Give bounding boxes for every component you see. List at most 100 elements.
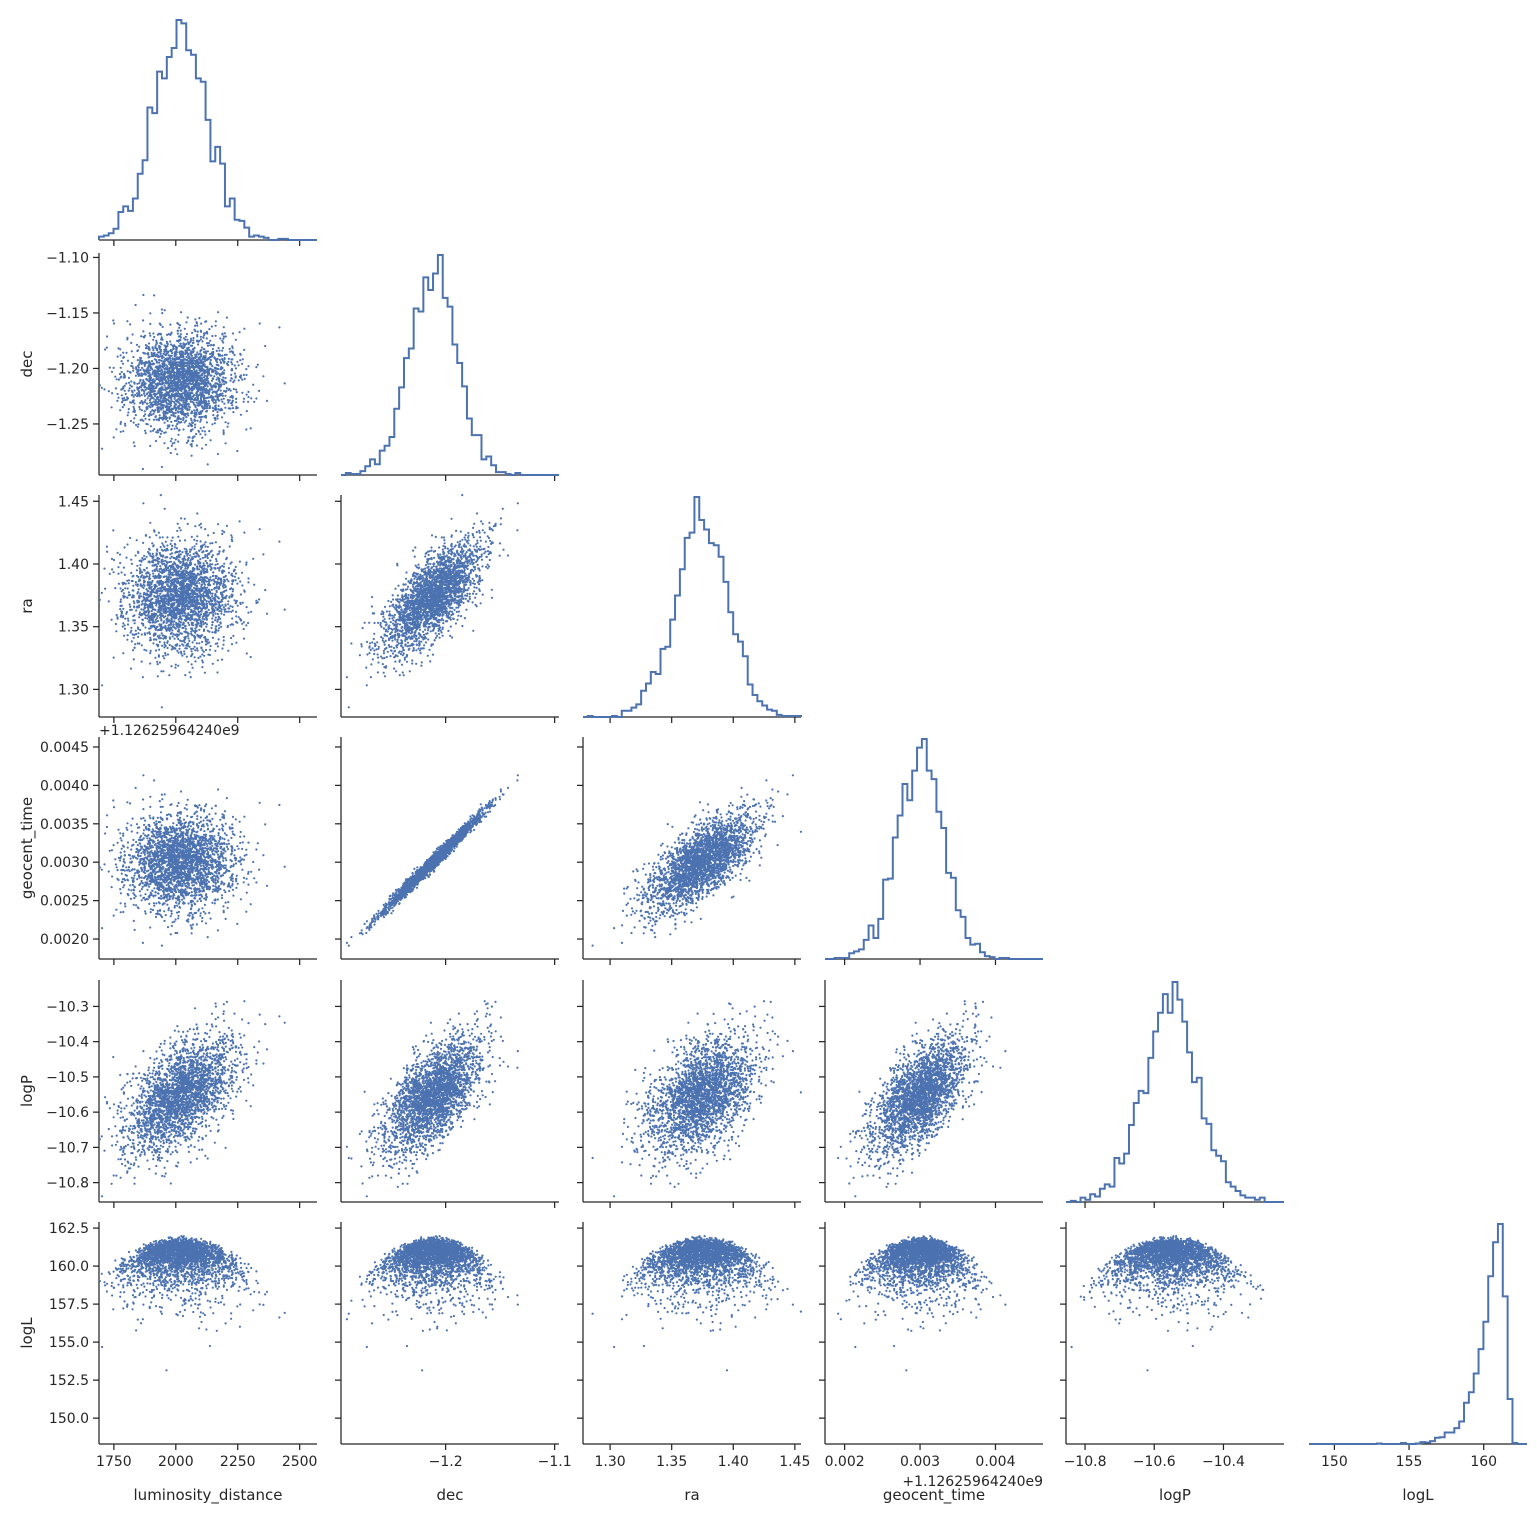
- scatter-point: [177, 357, 179, 359]
- scatter-point: [162, 603, 164, 605]
- scatter-point: [99, 599, 101, 601]
- scatter-point: [222, 551, 224, 553]
- scatter-point: [152, 349, 154, 351]
- scatter-point: [218, 569, 220, 571]
- scatter-point: [206, 611, 208, 613]
- scatter-point: [177, 330, 179, 332]
- scatter-point: [206, 550, 208, 552]
- scatter-point: [194, 356, 196, 358]
- scatter-point: [190, 353, 192, 355]
- scatter-point: [144, 604, 146, 606]
- scatter-point: [141, 633, 143, 635]
- scatter-point: [123, 635, 125, 637]
- scatter-point: [174, 377, 176, 379]
- scatter-point: [120, 431, 122, 433]
- scatter-point: [131, 596, 133, 598]
- scatter-point: [192, 593, 194, 595]
- scatter-point: [191, 401, 193, 403]
- scatter-point: [127, 587, 129, 589]
- scatter-point: [199, 656, 201, 658]
- scatter-point: [192, 373, 194, 375]
- scatter-point: [146, 632, 148, 634]
- scatter-point: [154, 416, 156, 418]
- scatter-point: [194, 435, 196, 437]
- scatter-point: [193, 587, 195, 589]
- scatter-point: [214, 619, 216, 621]
- scatter-point: [183, 597, 185, 599]
- scatter-point: [166, 598, 168, 600]
- y-tick-label: −1.10: [46, 250, 89, 266]
- scatter-point: [141, 644, 143, 646]
- scatter-point: [193, 367, 195, 369]
- scatter-point: [170, 343, 172, 345]
- scatter-point: [196, 535, 198, 537]
- scatter-point: [156, 400, 158, 402]
- scatter-point: [152, 553, 154, 555]
- scatter-point: [210, 645, 212, 647]
- scatter-point: [178, 631, 180, 633]
- scatter-point: [197, 580, 199, 582]
- scatter-point: [141, 409, 143, 411]
- scatter-point: [231, 358, 233, 360]
- scatter-point: [185, 416, 187, 418]
- scatter-point: [204, 392, 206, 394]
- scatter-point: [215, 626, 217, 628]
- scatter-point: [183, 379, 185, 381]
- scatter-point: [190, 371, 192, 373]
- scatter-point: [171, 629, 173, 631]
- scatter-point: [222, 395, 224, 397]
- scatter-point: [170, 440, 172, 442]
- scatter-point: [200, 573, 202, 575]
- scatter-point: [175, 425, 177, 427]
- scatter-point: [144, 371, 146, 373]
- scatter-point: [164, 359, 166, 361]
- scatter-point: [170, 421, 172, 423]
- scatter-point: [135, 424, 137, 426]
- scatter-point: [236, 391, 238, 393]
- scatter-point: [143, 649, 145, 651]
- scatter-point: [133, 402, 135, 404]
- scatter-point: [170, 428, 172, 430]
- scatter-point: [200, 621, 202, 623]
- scatter-point: [202, 621, 204, 623]
- scatter-point: [152, 573, 154, 575]
- scatter-point: [164, 382, 166, 384]
- scatter-point: [219, 546, 221, 548]
- scatter-point: [203, 582, 205, 584]
- scatter-point: [125, 613, 127, 615]
- scatter-point: [206, 600, 208, 602]
- scatter-point: [217, 613, 219, 615]
- scatter-point: [163, 657, 165, 659]
- scatter-point: [221, 659, 223, 661]
- scatter-point: [204, 434, 206, 436]
- scatter-point: [224, 611, 226, 613]
- scatter-point: [143, 381, 145, 383]
- scatter-point: [196, 366, 198, 368]
- scatter-point: [120, 601, 122, 603]
- scatter-point: [216, 361, 218, 363]
- scatter-point: [179, 581, 181, 583]
- scatter-point: [193, 573, 195, 575]
- scatter-point: [191, 345, 193, 347]
- scatter-point: [218, 377, 220, 379]
- scatter-point: [207, 546, 209, 548]
- scatter-point: [189, 554, 191, 556]
- scatter-point: [139, 564, 141, 566]
- scatter-point: [178, 594, 180, 596]
- scatter-point: [228, 567, 230, 569]
- scatter-point: [213, 580, 215, 582]
- scatter-point: [101, 684, 103, 686]
- scatter-point: [210, 388, 212, 390]
- scatter-point: [243, 628, 245, 630]
- scatter-point: [160, 355, 162, 357]
- scatter-point: [239, 602, 241, 604]
- scatter-point: [140, 583, 142, 585]
- scatter-point: [232, 411, 234, 413]
- scatter-point: [223, 606, 225, 608]
- scatter-point: [206, 371, 208, 373]
- scatter-point: [126, 338, 128, 340]
- scatter-point: [221, 571, 223, 573]
- scatter-point: [211, 624, 213, 626]
- scatter-point: [245, 428, 247, 430]
- scatter-point: [122, 622, 124, 624]
